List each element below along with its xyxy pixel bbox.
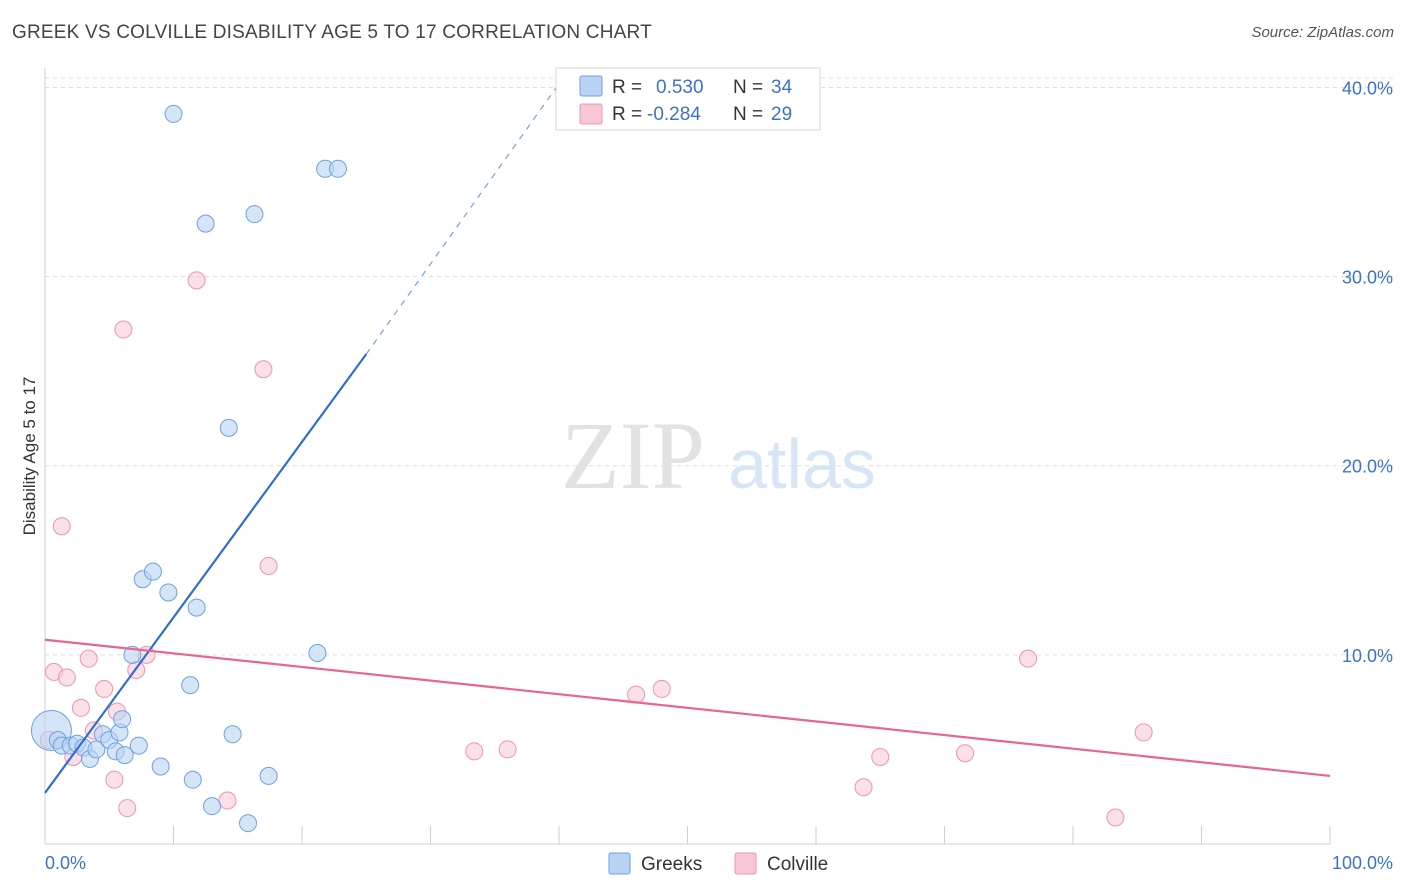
greeks-trend-line [44,353,368,794]
bottom-legend-swatch-greeks [608,852,631,875]
y-tick-label: 30.0% [1342,268,1393,288]
colville-point [114,320,133,339]
greeks-point [259,766,278,785]
colville-point [871,747,890,766]
watermark-atlas: atlas [728,425,876,503]
colville-point [118,799,137,818]
greeks-point [181,676,200,695]
colville-point [57,668,76,687]
legend-n-value-greeks: 34 [771,77,793,98]
watermark-zip: ZIP [561,402,705,509]
x-tick-label-min: 0.0% [45,853,86,873]
greeks-trend-extension [365,83,560,355]
greeks-point [151,757,170,776]
greeks-point [308,643,327,662]
legend-r-value-greeks: 0.530 [656,77,704,98]
legend-swatch-greeks [579,75,603,97]
chart-title: GREEK VS COLVILLE DISABILITY AGE 5 TO 17… [12,22,652,43]
colville-point [854,778,873,797]
legend-r-label-greeks: R = [612,77,642,98]
y-tick-label: 10.0% [1342,646,1393,666]
x-tick-label-max: 100.0% [1332,853,1393,873]
correlation-legend: R = 0.530 N = 34 R = -0.284 N = 29 [555,67,821,131]
legend-swatch-colville [579,103,603,125]
greeks-point [187,598,206,617]
legend-n-label-colville: N = [733,104,763,125]
colville-point [71,698,90,717]
greeks-point [115,746,134,765]
colville-point [627,685,646,704]
colville-point [254,360,273,379]
greeks-point [129,736,148,755]
y-tick-label: 20.0% [1342,457,1393,477]
greeks-point [328,159,347,178]
bottom-legend-swatch-colville [734,852,757,875]
colville-point [105,770,124,789]
series-legend: Greeks Colville [608,852,828,875]
colville-point [187,271,206,290]
greeks-point [164,104,183,123]
greeks-point [123,645,142,664]
source-label: Source: ZipAtlas.com [1251,24,1394,41]
y-axis-label: Disability Age 5 to 17 [20,377,39,536]
greeks-point [183,770,202,789]
colville-point [652,679,671,698]
colville-point [95,679,114,698]
colville-point [52,517,71,536]
colville-point [1019,649,1038,668]
greeks-point [239,814,258,833]
bottom-legend-label-greeks: Greeks [641,854,702,875]
greeks-point [196,214,215,233]
legend-n-label-greeks: N = [733,77,763,98]
greeks-point [223,725,242,744]
greeks-point [245,205,264,224]
greeks-point [159,583,178,602]
colville-point [956,744,975,763]
greeks-point [87,740,106,759]
legend-r-value-colville: -0.284 [647,104,701,125]
colville-point [79,649,98,668]
y-tick-label: 40.0% [1342,78,1393,98]
legend-n-value-colville: 29 [771,104,792,125]
colville-point [465,742,484,761]
colville-point [498,740,517,759]
greeks-point [113,710,132,729]
legend-r-label-colville: R = [612,104,642,125]
colville-point [1106,808,1125,827]
bottom-legend-label-colville: Colville [767,854,828,875]
greeks-point [219,418,238,437]
colville-point [259,556,278,575]
colville-point [218,791,237,810]
greeks-point [143,562,162,581]
colville-point [1134,723,1153,742]
greeks-point [203,797,222,816]
colville-trend-line [44,638,1331,778]
